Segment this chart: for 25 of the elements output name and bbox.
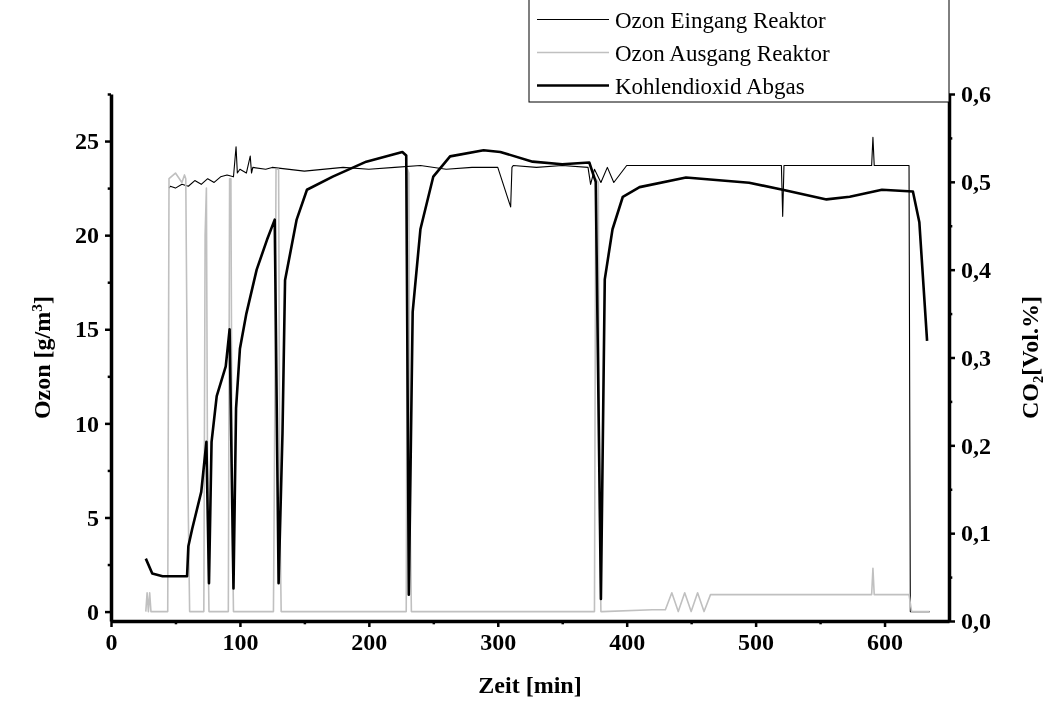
y2-tick-label: 0,5: [961, 169, 991, 196]
y2-tick-label: 0,4: [961, 256, 991, 283]
y2-tick-label: 0,6: [961, 81, 991, 108]
x-tick-label: 200: [351, 629, 388, 656]
x-tick-label: 300: [480, 629, 517, 656]
y-tick-label: 5: [87, 504, 99, 531]
y-tick-label: 20: [75, 222, 99, 249]
x-tick-label: 600: [867, 629, 904, 656]
y-tick-label: 25: [75, 128, 99, 155]
y2-axis-title: CO₂[Vol.%]: [1017, 296, 1043, 419]
x-tick-label: 500: [738, 629, 775, 656]
x-tick-label: 100: [222, 629, 259, 656]
x-axis-title: Zeit [min]: [478, 672, 582, 698]
y2-tick-label: 0,3: [961, 344, 991, 371]
legend-label: Kohlendioxid Abgas: [615, 73, 805, 99]
x-tick-label: 400: [609, 629, 646, 656]
y-tick-label: 0: [87, 598, 99, 625]
y-tick-label: 15: [75, 316, 99, 343]
y2-tick-label: 0,2: [961, 432, 991, 459]
y-tick-label: 10: [75, 410, 99, 437]
x-tick-label: 0: [105, 629, 118, 656]
legend-label: Ozon Ausgang Reaktor: [615, 40, 830, 66]
legend-label: Ozon Eingang Reaktor: [615, 7, 827, 33]
y2-tick-label: 0,1: [961, 520, 991, 547]
y2-tick-label: 0,0: [961, 608, 991, 635]
